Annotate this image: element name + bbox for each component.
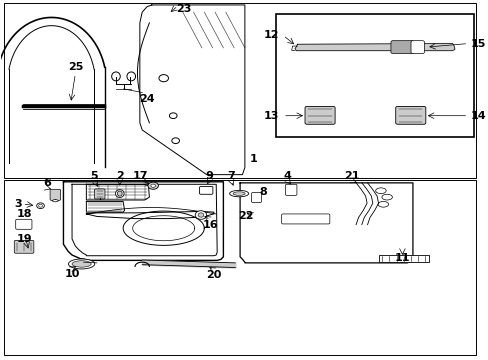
FancyBboxPatch shape [410, 41, 424, 54]
Text: 21: 21 [344, 171, 359, 181]
FancyBboxPatch shape [94, 189, 105, 199]
FancyBboxPatch shape [281, 214, 329, 224]
Text: 7: 7 [227, 171, 235, 181]
Text: 15: 15 [469, 39, 485, 49]
Text: 2: 2 [116, 171, 123, 181]
Ellipse shape [68, 259, 95, 269]
Text: 8: 8 [259, 187, 266, 197]
FancyBboxPatch shape [16, 219, 32, 229]
Text: 14: 14 [469, 111, 485, 121]
FancyBboxPatch shape [305, 107, 334, 124]
FancyBboxPatch shape [50, 189, 61, 201]
Bar [4, 180, 475, 355]
Text: 19: 19 [17, 234, 32, 244]
Ellipse shape [150, 184, 155, 187]
FancyBboxPatch shape [285, 184, 296, 195]
Text: 25: 25 [67, 62, 83, 72]
Text: 20: 20 [206, 270, 221, 280]
Text: 17: 17 [133, 171, 148, 181]
Ellipse shape [148, 182, 158, 189]
Text: 9: 9 [204, 171, 213, 181]
Text: 24: 24 [139, 94, 155, 104]
Text: 12: 12 [263, 30, 279, 40]
Ellipse shape [52, 200, 58, 202]
Text: 10: 10 [64, 269, 80, 279]
Ellipse shape [72, 261, 91, 267]
Ellipse shape [229, 190, 248, 197]
FancyBboxPatch shape [251, 193, 261, 203]
Text: 16: 16 [202, 220, 218, 230]
Text: 11: 11 [394, 253, 409, 263]
Ellipse shape [117, 191, 122, 196]
Ellipse shape [233, 192, 244, 195]
Ellipse shape [39, 204, 42, 207]
FancyBboxPatch shape [395, 107, 425, 124]
Text: 1: 1 [249, 154, 257, 163]
Bar [4, 3, 475, 178]
Text: 4: 4 [284, 171, 291, 181]
Circle shape [195, 211, 206, 219]
Text: 18: 18 [17, 209, 32, 219]
Ellipse shape [115, 190, 124, 198]
Polygon shape [294, 44, 454, 51]
Bar [275, 14, 473, 137]
Text: 23: 23 [176, 4, 191, 14]
Circle shape [198, 213, 203, 217]
Text: 5: 5 [90, 171, 98, 181]
Text: 22: 22 [238, 211, 253, 221]
FancyBboxPatch shape [390, 41, 413, 54]
Text: 13: 13 [264, 111, 279, 121]
FancyBboxPatch shape [14, 240, 34, 253]
Ellipse shape [37, 203, 44, 208]
Text: 6: 6 [43, 178, 51, 188]
FancyBboxPatch shape [199, 186, 212, 194]
Text: 3: 3 [15, 199, 22, 209]
Bar [378, 255, 428, 262]
